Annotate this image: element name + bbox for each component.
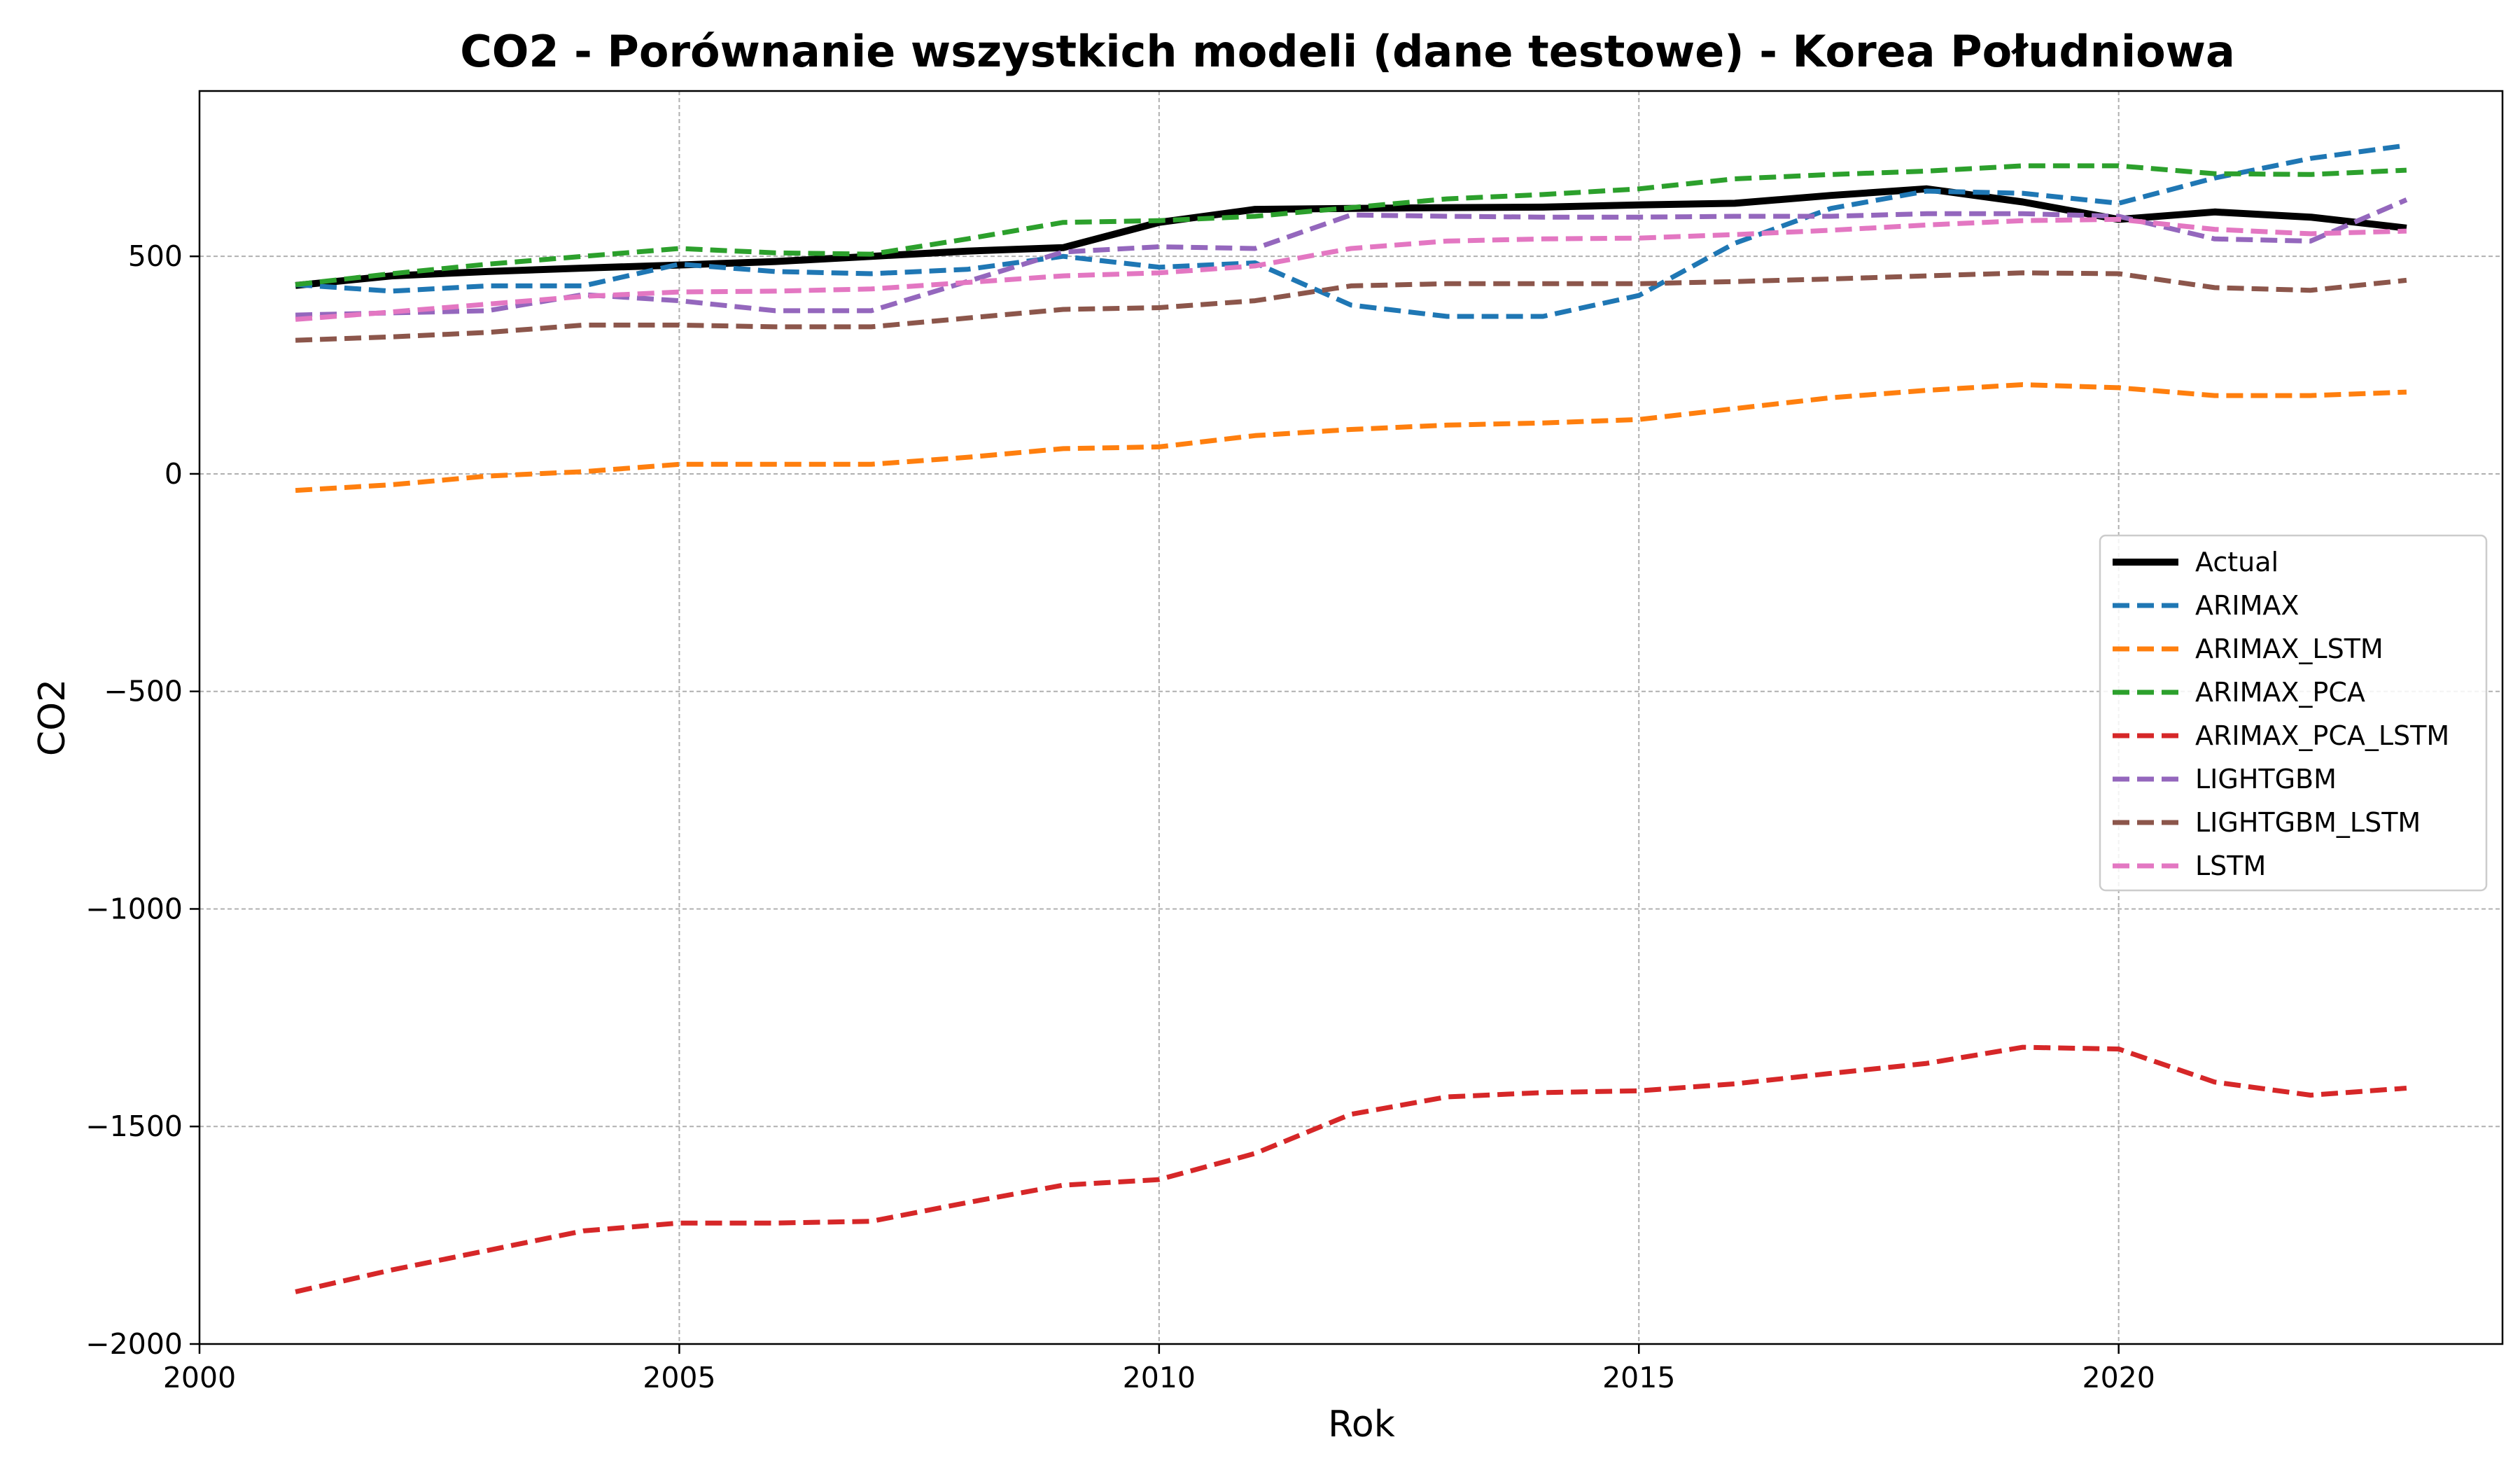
plot-frame	[198, 90, 2504, 1345]
legend-label-lightgbm-lstm: LIGHTGBM_LSTM	[2195, 807, 2421, 838]
y-tick-label: −500	[104, 675, 183, 708]
series-line-arimax-lstm	[295, 382, 2407, 493]
legend: Actual ARIMAX ARIMAX_LSTM ARIMAX_PCA ARIMAX_…	[2099, 534, 2488, 892]
series-line-arimax-pca	[295, 163, 2407, 288]
legend-label-arimax-pca-lstm: ARIMAX_PCA_LSTM	[2195, 720, 2449, 751]
series-lines	[295, 143, 2408, 1294]
series-line-arimax-pca-lstm	[295, 1044, 2407, 1294]
x-tick-label: 2010	[1123, 1361, 1196, 1394]
axis-ticks: 2000 2005 2010 2015 2020 −2000 −1500 −1000 −500 0…	[85, 239, 2155, 1394]
y-tick-label: −1500	[85, 1110, 183, 1143]
chart-title: CO2 - Porównanie wszystkich modeli (dane…	[460, 26, 2235, 77]
x-tick-label: 2020	[2082, 1361, 2155, 1394]
legend-label-arimax: ARIMAX	[2195, 590, 2299, 621]
legend-label-arimax-lstm: ARIMAX_LSTM	[2195, 634, 2384, 664]
series-line-lstm	[295, 216, 2407, 322]
y-tick-label: 500	[128, 239, 183, 273]
legend-label-lightgbm: LIGHTGBM	[2195, 764, 2337, 794]
legend-label-arimax-pca: ARIMAX_PCA	[2195, 677, 2365, 708]
series-line-arimax	[295, 143, 2407, 319]
x-tick-label: 2015	[1602, 1361, 1675, 1394]
y-tick-label: 0	[164, 457, 183, 491]
x-tick-label: 2000	[163, 1361, 236, 1394]
legend-label-lstm: LSTM	[2195, 850, 2266, 881]
legend-label-actual: Actual	[2195, 547, 2278, 578]
x-tick-label: 2005	[643, 1361, 715, 1394]
x-axis-label: Rok	[1328, 1404, 1395, 1446]
y-axis-label: CO2	[31, 679, 74, 756]
y-tick-label: −2000	[85, 1327, 183, 1361]
y-tick-label: −1000	[85, 892, 183, 925]
series-line-lightgbm-lstm	[295, 270, 2407, 343]
series-line-lightgbm	[295, 197, 2408, 318]
legend-box	[2099, 534, 2488, 892]
